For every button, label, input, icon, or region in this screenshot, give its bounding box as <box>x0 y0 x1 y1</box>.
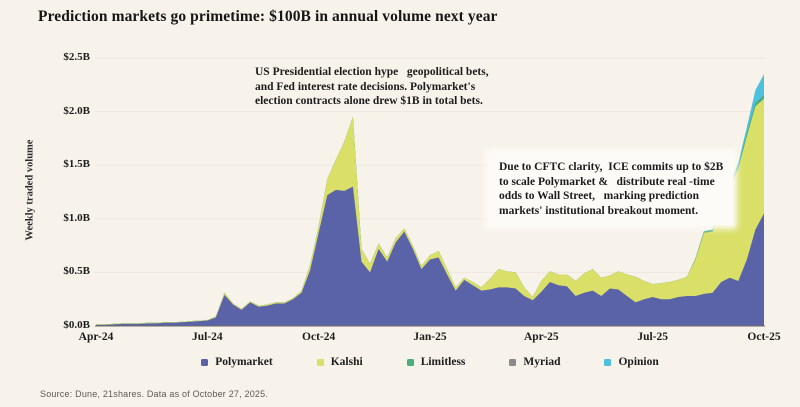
x-tick-label: Jul-24 <box>191 331 223 343</box>
legend-item-limitless: Limitless <box>406 356 466 368</box>
annotation-line: markets' institutional breakout moment. <box>499 204 699 217</box>
legend-label: Opinion <box>618 356 659 368</box>
annotation-line: odds to Wall Street, marking prediction <box>499 190 699 202</box>
x-tick-label: Oct-25 <box>747 331 781 343</box>
annotation-cftc-ice: Due to CFTC clarity, ICE commits up to $… <box>489 153 734 225</box>
legend-item-polymarket: Polymarket <box>201 356 273 368</box>
y-tick-label: $2.5B <box>63 51 90 63</box>
legend-swatch-icon <box>316 358 324 366</box>
x-tick-label: Oct-24 <box>302 331 336 343</box>
legend-item-myriad: Myriad <box>509 356 560 368</box>
y-tick-label: $2.0B <box>63 104 90 117</box>
y-tick-label: $0.0B <box>63 319 90 331</box>
legend-swatch-icon <box>604 358 612 366</box>
y-tick-label: $1.5B <box>63 158 90 171</box>
x-tick-label: Apr-25 <box>523 331 559 343</box>
annotation-line: election contracts alone drew $1B in tot… <box>255 95 483 107</box>
legend-label: Polymarket <box>215 356 273 368</box>
legend-swatch-icon <box>201 358 209 366</box>
x-tick-label: Jul-25 <box>637 331 668 343</box>
page-title: Prediction markets go primetime: $100B i… <box>38 8 498 25</box>
source-note: Source: Dune, 21shares. Data as of Octob… <box>40 389 269 399</box>
legend-item-opinion: Opinion <box>604 356 659 368</box>
legend-swatch-icon <box>406 358 414 366</box>
chart-plot-area <box>95 54 765 327</box>
x-tick-label: Apr-24 <box>78 331 114 343</box>
chart-svg <box>95 57 765 327</box>
y-axis-title: Weekly traded volume <box>24 139 36 241</box>
annotation-line: Due to CFTC clarity, ICE commits up to $… <box>499 161 724 173</box>
annotation-election-hype: US Presidential election hype geopolitic… <box>255 65 489 109</box>
legend-label: Limitless <box>420 356 466 368</box>
annotation-line: and Fed interest rate decisions. Polymar… <box>255 80 476 93</box>
legend-label: Kalshi <box>330 356 363 368</box>
y-tick-label: $1.0B <box>63 211 90 224</box>
area-polymarket <box>96 186 764 326</box>
x-tick-label: Jan-25 <box>413 331 447 343</box>
legend-item-kalshi: Kalshi <box>316 356 363 368</box>
annotation-line: to scale Polymarket & distribute real -t… <box>499 175 715 188</box>
chart-legend: Polymarket Kalshi Limitless Myriad Opinion <box>95 356 765 368</box>
legend-swatch-icon <box>509 358 517 366</box>
annotation-line: US Presidential election hype geopolitic… <box>255 66 489 78</box>
y-tick-label: $0.5B <box>63 265 90 278</box>
legend-label: Myriad <box>523 356 561 368</box>
